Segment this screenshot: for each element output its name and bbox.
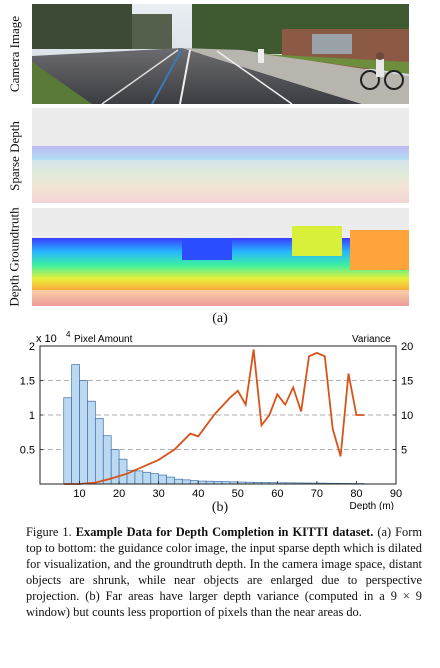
y-left-tick-label: 0.5 <box>20 445 35 457</box>
y-left-tick-label: 1.5 <box>20 376 35 388</box>
histogram-bar <box>95 418 104 485</box>
depth-histogram-chart: 10 20 30 40 50 60 70 80 90 0.5 1 1.5 2 5 10 15 20 x 10… <box>0 330 440 512</box>
y-left-tick-label: 1 <box>29 410 35 422</box>
y-right-tick-label: 10 <box>401 410 413 422</box>
camera-image-label: Camera Image <box>7 15 22 93</box>
histogram-bar <box>63 397 72 485</box>
x-tick-label: 50 <box>232 488 244 500</box>
histogram-bar <box>102 435 112 485</box>
histogram-bar <box>189 480 199 485</box>
x-tick-label: 80 <box>350 488 362 500</box>
subfigure-b-label: (b) <box>211 500 229 515</box>
x-tick-label: 40 <box>192 488 204 500</box>
sparse-depth-image <box>32 108 409 203</box>
variance-line <box>63 349 365 485</box>
histogram-bar <box>174 478 183 485</box>
figure-caption: Figure 1. Example Data for Depth Complet… <box>26 524 422 621</box>
y-left-tick-label: 2 <box>29 341 35 353</box>
right-axis-title: Variance <box>352 334 391 345</box>
depth-groundtruth-image <box>32 208 409 306</box>
sparse-depth-label: Sparse Depth <box>7 120 22 191</box>
y-right-tick-label: 5 <box>401 445 407 457</box>
histogram-bar <box>158 474 167 485</box>
histogram-bar <box>182 479 191 485</box>
x-tick-label: 10 <box>73 488 85 500</box>
histogram-bar <box>134 470 144 485</box>
histogram-bar <box>150 473 160 485</box>
histogram-bar <box>166 476 175 485</box>
x-tick-label: 70 <box>311 488 323 500</box>
depth-groundtruth-label: Depth Groundtruth <box>7 207 23 307</box>
histogram-bar <box>71 364 80 485</box>
histogram-bar <box>118 458 128 485</box>
histogram-bar <box>142 471 152 485</box>
histogram-bar <box>87 400 96 485</box>
camera-image <box>32 4 409 104</box>
histogram-bar <box>79 380 88 485</box>
figure-title: Example Data for Depth Completion in KIT… <box>75 525 374 539</box>
left-axis-exponent: 4 <box>66 330 71 339</box>
y-right-tick-label: 20 <box>401 341 413 353</box>
caption-body: (a) Form top to bottom: the guidance col… <box>26 525 422 620</box>
x-tick-label: 20 <box>113 488 125 500</box>
left-axis-multiplier: x 10 <box>36 333 57 345</box>
x-axis-label: Depth (m) <box>350 501 394 510</box>
y-right-tick-label: 15 <box>401 376 413 388</box>
x-tick-label: 90 <box>390 488 402 500</box>
figure-number: Figure 1. <box>26 525 72 539</box>
x-tick-label: 30 <box>153 488 165 500</box>
left-axis-title: Pixel Amount <box>74 334 133 345</box>
x-tick-label: 60 <box>271 488 283 500</box>
subfigure-a-label: (a) <box>212 311 228 326</box>
